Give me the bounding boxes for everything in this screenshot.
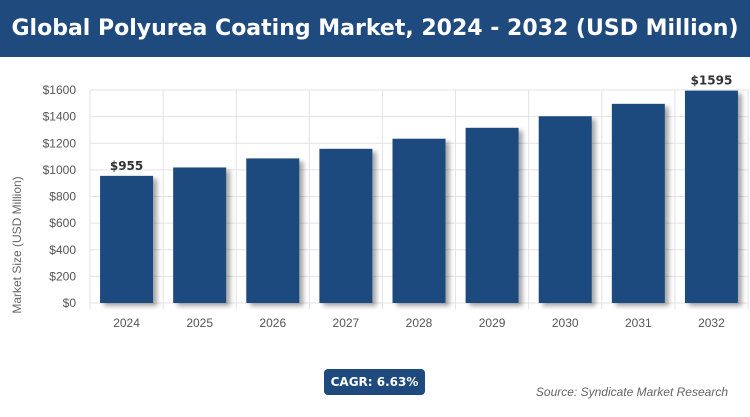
x-tick-label: 2029 <box>479 316 506 330</box>
bar-2031 <box>611 103 665 303</box>
bars <box>100 90 738 304</box>
bar-2025 <box>173 167 227 303</box>
x-tick-label: 2031 <box>625 316 652 330</box>
y-tick-label: $800 <box>49 190 76 204</box>
y-tick-label: $200 <box>49 269 76 283</box>
bar-2024 <box>100 175 154 303</box>
bar-2027 <box>319 148 373 303</box>
x-tick-label: 2032 <box>698 316 725 330</box>
chart-title: Global Polyurea Coating Market, 2024 - 2… <box>0 0 750 57</box>
source-note: Source: Syndicate Market Research <box>535 385 728 399</box>
y-tick-label: $1000 <box>43 163 77 177</box>
y-tick-label: $1200 <box>43 136 77 150</box>
y-tick-label: $0 <box>63 296 77 310</box>
labels: $0 $200 $400 $600 $800 $1000 $1200 $1400 $1600 20… <box>43 74 733 330</box>
y-tick-label: $600 <box>49 216 76 230</box>
x-tick-label: 2028 <box>406 316 433 330</box>
x-tick-label: 2025 <box>186 316 213 330</box>
x-tick-label: 2024 <box>113 316 140 330</box>
bar-2029 <box>465 127 519 304</box>
bar-chart: $0 $200 $400 $600 $800 $1000 $1200 $1400 $1600 20… <box>10 74 749 330</box>
y-axis-label: Market Size (USD Million) <box>10 176 24 313</box>
y-tick-label: $1400 <box>43 110 77 124</box>
bar-2028 <box>392 138 446 303</box>
x-tick-label: 2030 <box>552 316 579 330</box>
x-tick-label: 2026 <box>259 316 286 330</box>
cagr-badge: CAGR: 6.63% <box>324 369 425 395</box>
data-label-2024: $955 <box>110 159 143 173</box>
bar-2026 <box>246 158 300 303</box>
y-tick-label: $1600 <box>43 83 77 97</box>
bar-2030 <box>538 116 592 304</box>
data-label-2032: $1595 <box>691 74 733 88</box>
x-tick-label: 2027 <box>333 316 360 330</box>
bar-2032 <box>684 90 738 304</box>
y-tick-label: $400 <box>49 243 76 257</box>
